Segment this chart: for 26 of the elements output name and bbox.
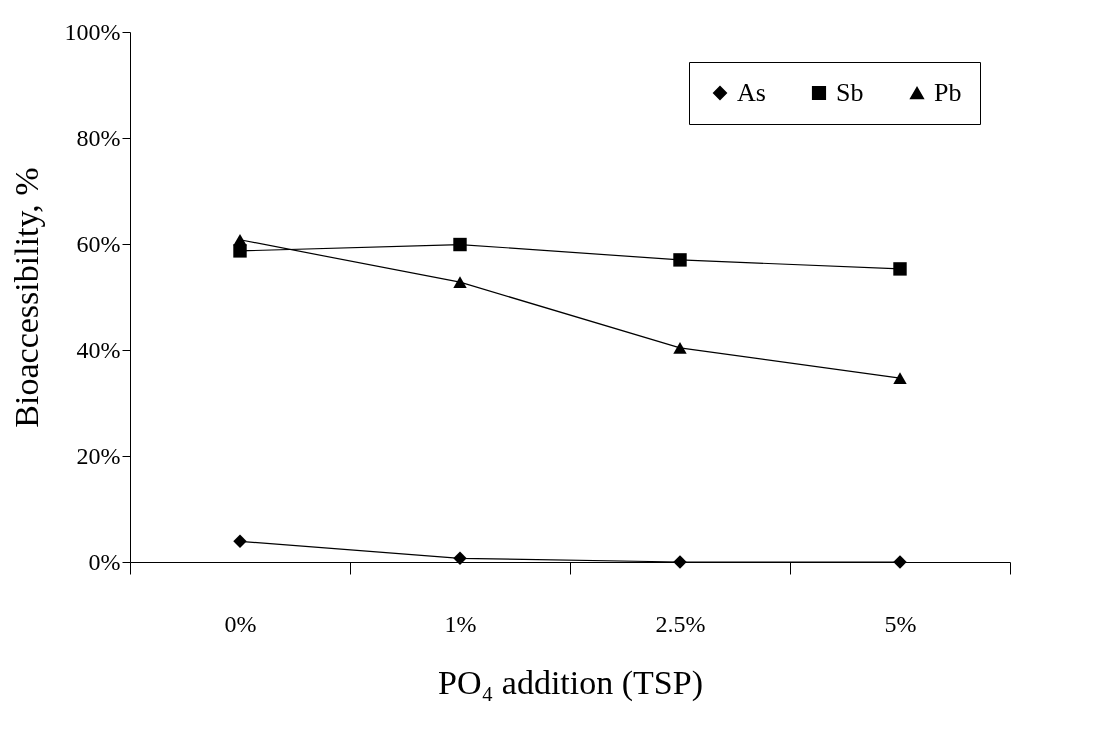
x-tick-label: 5%: [884, 610, 917, 637]
y-axis-title: Bioaccessibility, %: [7, 167, 45, 428]
legend-label: As: [737, 78, 766, 107]
y-tick-label: 80%: [76, 124, 121, 151]
point: [673, 253, 687, 267]
point: [453, 237, 467, 252]
x-tick-label: 0%: [224, 610, 257, 637]
point: [673, 342, 687, 354]
point: [233, 534, 247, 549]
x-tick-label: 2.5%: [655, 610, 706, 637]
point: [893, 555, 907, 569]
y-tick-label: 100%: [64, 18, 121, 45]
x-axis-title: PO₄ addition (TSP): [438, 663, 703, 702]
point: [233, 233, 247, 246]
y-tick-label: 0%: [88, 548, 121, 575]
y-tick-label: 40%: [76, 336, 121, 363]
point: [453, 276, 467, 288]
y-tick-label: 60%: [76, 230, 121, 257]
point: [673, 555, 687, 569]
y-tick-label: 20%: [76, 442, 121, 469]
point: [893, 262, 907, 276]
legend-label: Sb: [836, 78, 864, 107]
point: [893, 372, 907, 384]
x-tick-label: 1%: [444, 610, 477, 637]
point: [453, 551, 467, 565]
legend-label: Pb: [934, 78, 962, 107]
